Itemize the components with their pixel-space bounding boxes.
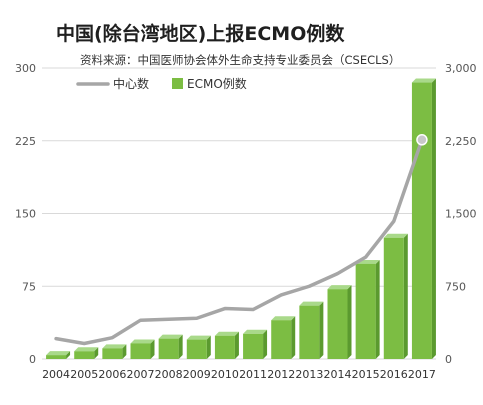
- bar-top: [46, 351, 71, 356]
- bar-side: [291, 316, 296, 359]
- ecmo-bar: [102, 348, 123, 359]
- x-tick-label: 2015: [352, 368, 380, 381]
- bar-top: [383, 233, 408, 238]
- x-tick-label: 2007: [127, 368, 155, 381]
- ecmo-bar: [214, 335, 235, 359]
- bar-side: [431, 78, 436, 360]
- bar-side: [375, 259, 380, 359]
- bar-side: [178, 334, 183, 359]
- y-right-tick-label: 3,000: [445, 62, 477, 75]
- y-right-tick-label: 750: [445, 280, 466, 293]
- ecmo-bar: [158, 338, 179, 359]
- legend-bar-swatch: [172, 78, 183, 89]
- chart-title: 中国(除台湾地区)上报ECMO例数: [56, 22, 345, 45]
- ecmo-bar: [46, 355, 67, 359]
- bar-top: [130, 339, 155, 344]
- centers-line: [54, 138, 424, 346]
- bar-top: [186, 335, 211, 340]
- legend-label-centers: 中心数: [113, 76, 149, 91]
- bar-top: [74, 347, 99, 352]
- bar-side: [403, 233, 408, 359]
- centers-line-end-marker: [416, 134, 428, 146]
- ecmo-bar: [130, 343, 151, 359]
- x-tick-label: 2008: [155, 368, 183, 381]
- chart-source: 资料来源：中国医师协会体外生命支持专业委员会（CSECLS）: [80, 53, 400, 67]
- bar-top: [327, 285, 352, 290]
- bar-top: [243, 329, 268, 334]
- ecmo-bar: [355, 263, 376, 359]
- line-layer: [54, 134, 428, 346]
- y-right-tick-label: 1,500: [445, 208, 477, 221]
- bar-top: [411, 78, 436, 83]
- x-tick-label: 2017: [408, 368, 436, 381]
- y-left-tick-label: 300: [15, 62, 36, 75]
- bar-side: [263, 329, 268, 359]
- ecmo-bar: [271, 320, 292, 359]
- ecmo-bar: [243, 333, 264, 359]
- y-left-tick-label: 225: [15, 135, 36, 148]
- x-tick-label: 2005: [70, 368, 98, 381]
- bar-layer: [46, 78, 436, 360]
- bar-top: [299, 301, 324, 306]
- x-tick-label: 2013: [295, 368, 323, 381]
- bar-side: [150, 339, 155, 359]
- bar-side: [234, 331, 239, 359]
- bar-side: [319, 301, 324, 359]
- bar-side: [122, 344, 127, 359]
- legend-label-ecmo: ECMO例数: [187, 76, 247, 91]
- x-tick-label: 2016: [380, 368, 408, 381]
- ecmo-bar: [186, 339, 207, 359]
- x-tick-label: 2012: [267, 368, 295, 381]
- bar-side: [206, 335, 211, 359]
- y-right-tick-label: 2,250: [445, 135, 477, 148]
- y-right-tick-label: 0: [445, 353, 452, 366]
- x-tick-label: 2010: [211, 368, 239, 381]
- x-tick-label: 2014: [324, 368, 352, 381]
- x-tick-label: 2009: [183, 368, 211, 381]
- ecmo-bar: [327, 289, 348, 359]
- bar-top: [214, 331, 239, 336]
- bar-side: [66, 351, 71, 359]
- x-tick-label: 2011: [239, 368, 267, 381]
- x-tick-label: 2006: [98, 368, 126, 381]
- y-left-tick-label: 0: [29, 353, 36, 366]
- x-tick-label: 2004: [42, 368, 70, 381]
- bar-top: [102, 344, 127, 349]
- y-left-tick-label: 75: [22, 280, 36, 293]
- bar-side: [347, 285, 352, 359]
- ecmo-bar: [299, 305, 320, 359]
- ecmo-bar: [74, 351, 95, 359]
- bar-top: [271, 316, 296, 321]
- bar-side: [94, 347, 99, 359]
- y-left-tick-label: 150: [15, 208, 36, 221]
- ecmo-bar: [411, 82, 432, 360]
- legend: 中心数 ECMO例数: [76, 76, 247, 91]
- bar-top: [158, 334, 183, 339]
- ecmo-bar: [383, 237, 404, 359]
